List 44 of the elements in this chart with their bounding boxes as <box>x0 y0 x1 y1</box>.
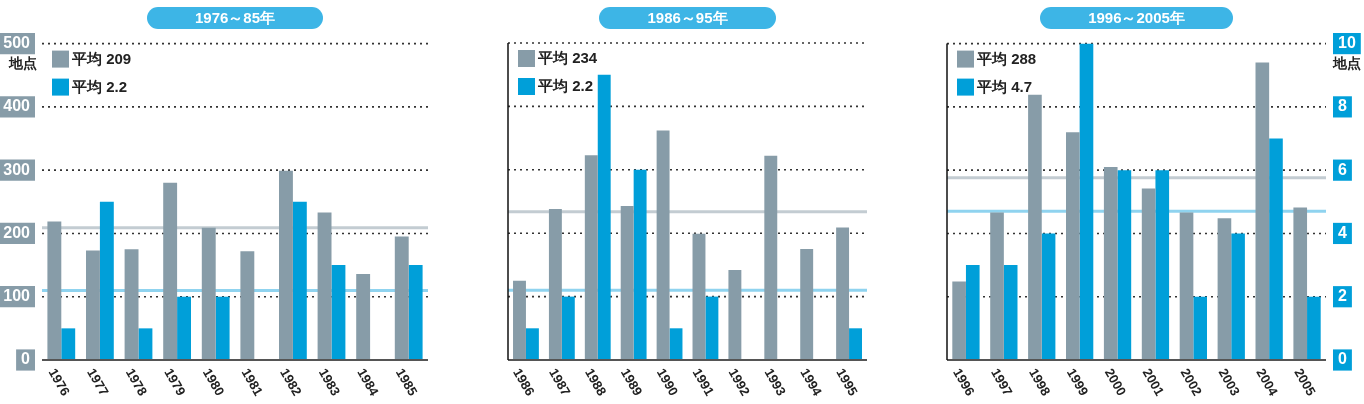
chart-title: 1996～2005年 <box>1040 7 1233 29</box>
y2-tick-label: 4 <box>1338 223 1347 241</box>
y2-axis-title: 地点 <box>1332 55 1361 72</box>
bar <box>836 227 850 360</box>
y2-tick-label: 6 <box>1338 160 1347 178</box>
y-tick-label: 400 <box>3 97 31 115</box>
bar <box>1293 207 1308 360</box>
legend-label: 平均 234 <box>537 49 598 67</box>
legend-label: 平均 2.2 <box>71 77 128 95</box>
bar <box>1179 212 1194 360</box>
bar <box>138 328 153 360</box>
legend-label: 平均 288 <box>976 49 1037 67</box>
bar <box>124 249 139 360</box>
y2-tick-label: 0 <box>1338 350 1347 368</box>
bar <box>800 249 814 360</box>
bar <box>728 269 742 360</box>
y-tick-label: 0 <box>21 350 31 368</box>
bar <box>47 221 62 360</box>
y-axis-title: 地点 <box>8 55 37 72</box>
y2-tick-label: 8 <box>1338 97 1347 115</box>
legend-label: 平均 2.2 <box>537 77 594 95</box>
bar <box>240 251 255 360</box>
y-tick-label: 300 <box>3 160 31 178</box>
legend-label: 平均 209 <box>71 49 132 67</box>
y2-tick-label: 2 <box>1338 287 1347 305</box>
chart-title: 1976～85年 <box>146 7 324 29</box>
bar <box>692 233 706 360</box>
bar <box>849 328 862 360</box>
bar <box>656 130 670 360</box>
chart-title: 1986～95年 <box>599 7 776 29</box>
bar <box>669 328 683 360</box>
bar <box>61 328 76 360</box>
y-tick-label: 100 <box>3 287 31 305</box>
bar <box>548 209 562 360</box>
bar <box>1028 94 1042 360</box>
y-tick-label: 200 <box>3 223 31 241</box>
y2-tick-label: 10 <box>1338 34 1356 52</box>
y-tick-label: 500 <box>3 34 31 52</box>
bar <box>513 280 526 360</box>
bar <box>356 273 371 360</box>
legend-label: 平均 4.7 <box>976 77 1033 95</box>
bar <box>764 155 778 360</box>
bar <box>201 227 216 360</box>
bar <box>163 182 178 360</box>
